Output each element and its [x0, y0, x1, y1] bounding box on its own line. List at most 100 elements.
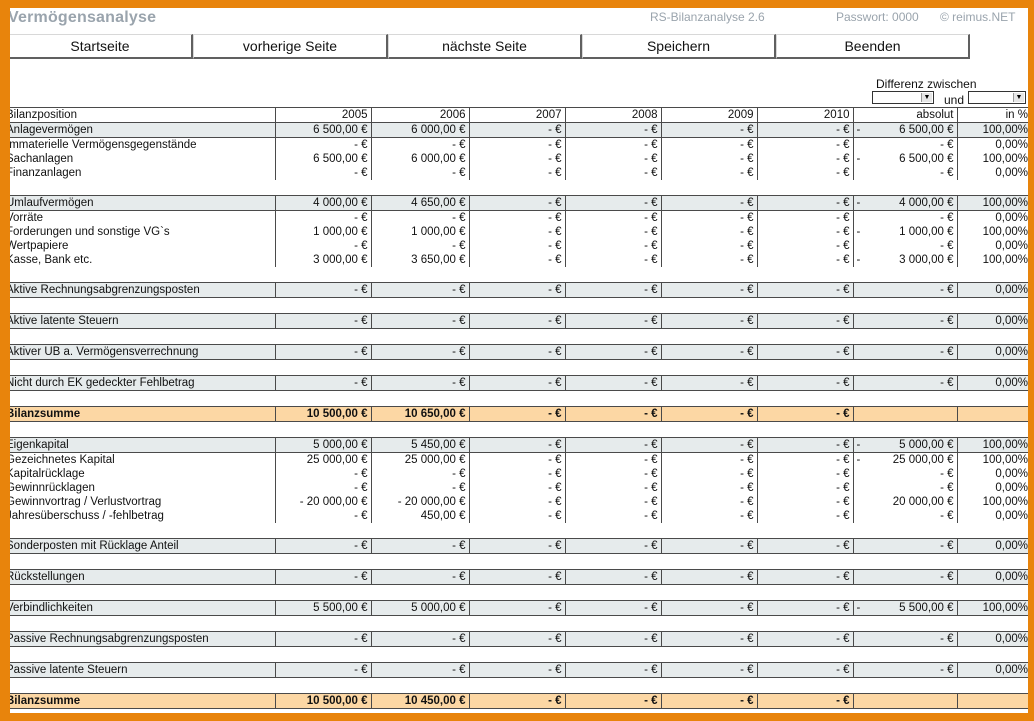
- value-cell-2010[interactable]: - €: [756, 375, 853, 391]
- value-cell-2009[interactable]: - €: [660, 210, 757, 225]
- value-cell-2006[interactable]: 25 000,00 €: [370, 452, 469, 467]
- value-cell-2006[interactable]: 1 000,00 €: [370, 225, 469, 239]
- value-cell-2007[interactable]: - €: [468, 137, 565, 152]
- value-cell-2007[interactable]: - €: [468, 509, 565, 523]
- value-cell-2007[interactable]: - €: [468, 225, 565, 239]
- value-cell-2009[interactable]: - €: [660, 495, 757, 509]
- value-cell-2008[interactable]: - €: [564, 452, 661, 467]
- value-cell-2006[interactable]: 5 000,00 €: [370, 600, 469, 616]
- value-cell-2009[interactable]: - €: [660, 195, 757, 211]
- value-cell-2006[interactable]: - €: [370, 481, 469, 495]
- value-cell-2005[interactable]: 10 500,00 €: [274, 406, 371, 422]
- value-cell-2005[interactable]: - €: [274, 137, 371, 152]
- value-cell-2006[interactable]: - €: [370, 137, 469, 152]
- value-cell-2007[interactable]: - €: [468, 437, 565, 453]
- value-cell-2005[interactable]: 1 000,00 €: [274, 225, 371, 239]
- value-cell-2008[interactable]: - €: [564, 137, 661, 152]
- value-cell-2006[interactable]: 5 450,00 €: [370, 437, 469, 453]
- value-cell-2005[interactable]: - €: [274, 210, 371, 225]
- value-cell-2009[interactable]: - €: [660, 437, 757, 453]
- value-cell-2008[interactable]: - €: [564, 166, 661, 180]
- quit-button[interactable]: Beenden: [776, 34, 970, 59]
- value-cell-2006[interactable]: 10 450,00 €: [370, 693, 469, 709]
- value-cell-2008[interactable]: - €: [564, 282, 661, 298]
- value-cell-2009[interactable]: - €: [660, 693, 757, 709]
- value-cell-2009[interactable]: - €: [660, 122, 757, 138]
- value-cell-2008[interactable]: - €: [564, 225, 661, 239]
- value-cell-2006[interactable]: - €: [370, 467, 469, 481]
- value-cell-2005[interactable]: - €: [274, 509, 371, 523]
- save-button[interactable]: Speichern: [582, 34, 776, 59]
- value-cell-2005[interactable]: - €: [274, 467, 371, 481]
- value-cell-2009[interactable]: - €: [660, 375, 757, 391]
- value-cell-2007[interactable]: - €: [468, 122, 565, 138]
- value-cell-2008[interactable]: - €: [564, 152, 661, 166]
- value-cell-2005[interactable]: - €: [274, 538, 371, 554]
- value-cell-2010[interactable]: - €: [756, 600, 853, 616]
- value-cell-2008[interactable]: - €: [564, 538, 661, 554]
- value-cell-2009[interactable]: - €: [660, 452, 757, 467]
- value-cell-2005[interactable]: 6 500,00 €: [274, 122, 371, 138]
- value-cell-2006[interactable]: 6 000,00 €: [370, 152, 469, 166]
- value-cell-2006[interactable]: - €: [370, 282, 469, 298]
- value-cell-2007[interactable]: - €: [468, 210, 565, 225]
- value-cell-2008[interactable]: - €: [564, 437, 661, 453]
- value-cell-2007[interactable]: - €: [468, 631, 565, 647]
- value-cell-2008[interactable]: - €: [564, 631, 661, 647]
- value-cell-2005[interactable]: - €: [274, 344, 371, 360]
- value-cell-2005[interactable]: - €: [274, 282, 371, 298]
- value-cell-2005[interactable]: - €: [274, 481, 371, 495]
- value-cell-2008[interactable]: - €: [564, 195, 661, 211]
- value-cell-2006[interactable]: - €: [370, 313, 469, 329]
- value-cell-2008[interactable]: - €: [564, 495, 661, 509]
- chevron-down-icon[interactable]: ▼: [1013, 93, 1024, 102]
- value-cell-2007[interactable]: - €: [468, 313, 565, 329]
- value-cell-2006[interactable]: - €: [370, 344, 469, 360]
- value-cell-2005[interactable]: - €: [274, 569, 371, 585]
- value-cell-2010[interactable]: - €: [756, 452, 853, 467]
- value-cell-2005[interactable]: - 20 000,00 €: [274, 495, 371, 509]
- value-cell-2010[interactable]: - €: [756, 693, 853, 709]
- value-cell-2007[interactable]: - €: [468, 166, 565, 180]
- value-cell-2005[interactable]: - €: [274, 631, 371, 647]
- value-cell-2010[interactable]: - €: [756, 313, 853, 329]
- value-cell-2007[interactable]: - €: [468, 152, 565, 166]
- value-cell-2008[interactable]: - €: [564, 253, 661, 267]
- value-cell-2006[interactable]: - €: [370, 569, 469, 585]
- value-cell-2009[interactable]: - €: [660, 569, 757, 585]
- difference-from-select[interactable]: ▼: [872, 91, 934, 104]
- value-cell-2008[interactable]: - €: [564, 569, 661, 585]
- value-cell-2007[interactable]: - €: [468, 344, 565, 360]
- value-cell-2009[interactable]: - €: [660, 481, 757, 495]
- value-cell-2005[interactable]: 3 000,00 €: [274, 253, 371, 267]
- value-cell-2007[interactable]: - €: [468, 195, 565, 211]
- value-cell-2010[interactable]: - €: [756, 495, 853, 509]
- value-cell-2006[interactable]: - €: [370, 375, 469, 391]
- value-cell-2010[interactable]: - €: [756, 253, 853, 267]
- value-cell-2009[interactable]: - €: [660, 467, 757, 481]
- value-cell-2008[interactable]: - €: [564, 600, 661, 616]
- value-cell-2010[interactable]: - €: [756, 569, 853, 585]
- value-cell-2006[interactable]: 6 000,00 €: [370, 122, 469, 138]
- difference-to-select[interactable]: ▼: [968, 91, 1026, 104]
- value-cell-2006[interactable]: - €: [370, 166, 469, 180]
- value-cell-2007[interactable]: - €: [468, 452, 565, 467]
- value-cell-2009[interactable]: - €: [660, 509, 757, 523]
- value-cell-2008[interactable]: - €: [564, 375, 661, 391]
- value-cell-2010[interactable]: - €: [756, 538, 853, 554]
- value-cell-2006[interactable]: - 20 000,00 €: [370, 495, 469, 509]
- value-cell-2008[interactable]: - €: [564, 210, 661, 225]
- value-cell-2009[interactable]: - €: [660, 253, 757, 267]
- value-cell-2006[interactable]: - €: [370, 210, 469, 225]
- value-cell-2008[interactable]: - €: [564, 481, 661, 495]
- value-cell-2010[interactable]: - €: [756, 195, 853, 211]
- value-cell-2009[interactable]: - €: [660, 600, 757, 616]
- value-cell-2010[interactable]: - €: [756, 344, 853, 360]
- value-cell-2009[interactable]: - €: [660, 631, 757, 647]
- value-cell-2006[interactable]: - €: [370, 538, 469, 554]
- value-cell-2005[interactable]: 5 000,00 €: [274, 437, 371, 453]
- next-page-button[interactable]: nächste Seite: [388, 34, 582, 59]
- value-cell-2008[interactable]: - €: [564, 344, 661, 360]
- value-cell-2006[interactable]: 3 650,00 €: [370, 253, 469, 267]
- value-cell-2010[interactable]: - €: [756, 481, 853, 495]
